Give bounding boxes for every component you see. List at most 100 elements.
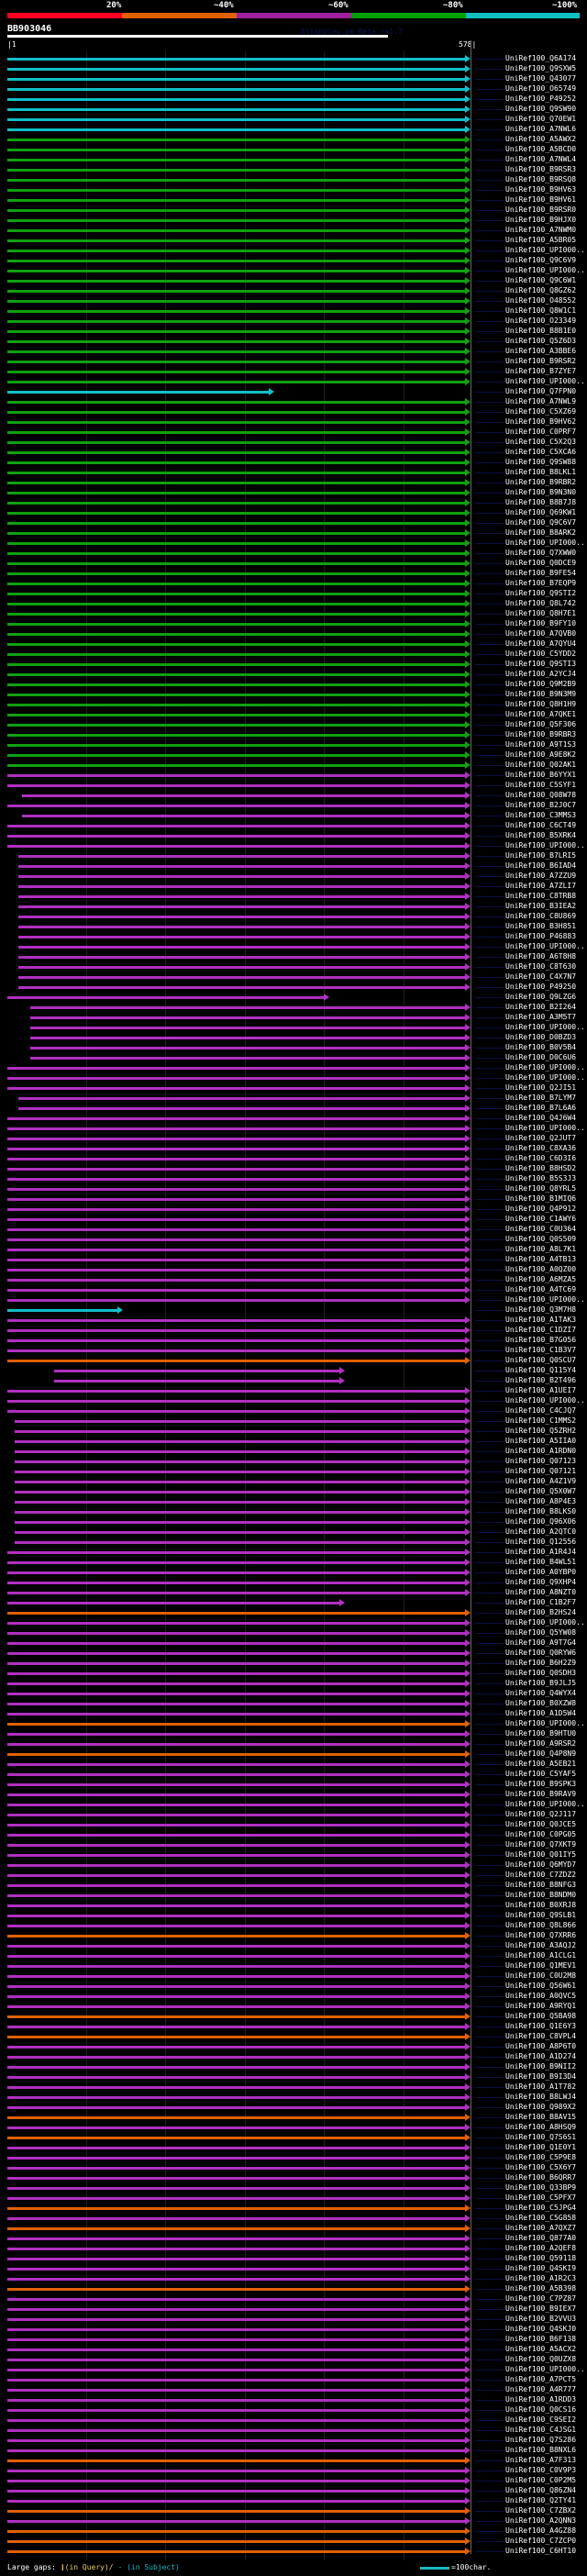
hit-label[interactable]: UniRef100_B8ARK2 [505, 528, 577, 537]
alignment-bar[interactable] [7, 1753, 465, 1756]
alignment-row[interactable]: UniRef100_C8VPL4 [0, 2032, 587, 2042]
alignment-bar[interactable] [7, 169, 465, 172]
alignment-row[interactable]: UniRef100_C7ZDZ2 [0, 1871, 587, 1881]
hit-label[interactable]: UniRef100_A7ZZU9 [505, 872, 577, 880]
alignment-row[interactable]: UniRef100_Q9M2B9 [0, 680, 587, 690]
hit-label[interactable]: UniRef100_Q8L742 [505, 599, 577, 607]
alignment-row[interactable]: UniRef100_O23349 [0, 316, 587, 327]
hit-label[interactable]: UniRef100_A1D274 [505, 2052, 577, 2060]
hit-label[interactable]: UniRef100_B1MIQ6 [505, 1194, 577, 1203]
alignment-row[interactable]: UniRef100_Q7S6S1 [0, 2133, 587, 2143]
hit-label[interactable]: UniRef100_UPI000.. [505, 539, 585, 547]
hit-label[interactable]: UniRef100_Q8L866 [505, 1921, 577, 1929]
hit-label[interactable]: UniRef100_Q1MEV1 [505, 1961, 577, 1970]
alignment-row[interactable]: UniRef100_B7ZYE7 [0, 367, 587, 377]
alignment-bar[interactable] [7, 542, 465, 545]
hit-label[interactable]: UniRef100_B9HTU0 [505, 1729, 577, 1738]
hit-label[interactable]: UniRef100_Q7S286 [505, 2436, 577, 2444]
alignment-row[interactable]: UniRef100_UPI000.. [0, 942, 587, 952]
hit-label[interactable]: UniRef100_Q0CS16 [505, 2405, 577, 2414]
alignment-row[interactable]: UniRef100_A5BR05 [0, 236, 587, 246]
alignment-row[interactable]: UniRef100_B8B1E0 [0, 327, 587, 337]
alignment-row[interactable]: UniRef100_Q9SXW5 [0, 64, 587, 74]
alignment-bar[interactable] [7, 613, 465, 616]
alignment-row[interactable]: UniRef100_Q1E0Y1 [0, 2143, 587, 2153]
hit-label[interactable]: UniRef100_C4JSG1 [505, 2426, 577, 2434]
hit-label[interactable]: UniRef100_Q2JI51 [505, 1083, 577, 1092]
alignment-row[interactable]: UniRef100_A1R4J4 [0, 1548, 587, 1558]
hit-label[interactable]: UniRef100_A6T8H8 [505, 952, 577, 960]
alignment-row[interactable]: UniRef100_UPI000.. [0, 1023, 587, 1033]
hit-label[interactable]: UniRef100_A6MZA5 [505, 1275, 577, 1283]
alignment-bar[interactable] [7, 2359, 465, 2361]
alignment-bar[interactable] [7, 1138, 465, 1140]
alignment-bar[interactable] [30, 1057, 465, 1060]
alignment-row[interactable]: UniRef100_B1MIQ6 [0, 1194, 587, 1205]
alignment-bar[interactable] [7, 1662, 465, 1665]
hit-label[interactable]: UniRef100_B9RSQ8 [505, 175, 577, 183]
hit-label[interactable]: UniRef100_Q0RYW6 [505, 1649, 577, 1657]
alignment-row[interactable]: UniRef100_C5XCA6 [0, 448, 587, 458]
alignment-bar[interactable] [7, 714, 465, 716]
hit-label[interactable]: UniRef100_A4TB13 [505, 1255, 577, 1263]
hit-label[interactable]: UniRef100_UPI000.. [505, 1073, 585, 1082]
alignment-bar[interactable] [7, 2429, 465, 2432]
hit-label[interactable]: UniRef100_UPI000.. [505, 266, 585, 274]
hit-label[interactable]: UniRef100_B9NII2 [505, 2062, 577, 2071]
alignment-bar[interactable] [7, 1087, 465, 1090]
alignment-row[interactable]: UniRef100_Q8L742 [0, 599, 587, 609]
alignment-bar[interactable] [7, 1602, 340, 1604]
alignment-bar[interactable] [7, 2419, 465, 2422]
hit-label[interactable]: UniRef100_B6YYX1 [505, 771, 577, 779]
alignment-row[interactable]: UniRef100_A6MZA5 [0, 1275, 587, 1285]
alignment-bar[interactable] [14, 1481, 465, 1483]
hit-label[interactable]: UniRef100_C7ZDZ2 [505, 1871, 577, 1879]
alignment-row[interactable]: UniRef100_Q86ZN4 [0, 2486, 587, 2496]
alignment-row[interactable]: UniRef100_Q5Z6D3 [0, 337, 587, 347]
alignment-row[interactable]: UniRef100_C9SEI2 [0, 2415, 587, 2426]
hit-label[interactable]: UniRef100_Q9C6V7 [505, 518, 577, 527]
hit-label[interactable]: UniRef100_A9T1S3 [505, 740, 577, 749]
hit-label[interactable]: UniRef100_C5YDD2 [505, 650, 577, 658]
alignment-bar[interactable] [18, 916, 465, 918]
alignment-bar[interactable] [7, 1824, 465, 1827]
alignment-bar[interactable] [7, 441, 465, 444]
hit-label[interactable]: UniRef100_Q0DCE9 [505, 559, 577, 567]
hit-label[interactable]: UniRef100_B9N3M9 [505, 690, 577, 698]
hit-label[interactable]: UniRef100_C1B2F7 [505, 1598, 577, 1606]
alignment-bar[interactable] [7, 1228, 465, 1231]
alignment-bar[interactable] [7, 562, 465, 565]
hit-label[interactable]: UniRef100_C8T630 [505, 962, 577, 971]
alignment-bar[interactable] [7, 593, 465, 595]
hit-label[interactable]: UniRef100_A1TAK3 [505, 1316, 577, 1324]
alignment-bar[interactable] [7, 2237, 465, 2240]
hit-label[interactable]: UniRef100_A8P4E3 [505, 1497, 577, 1505]
hit-label[interactable]: UniRef100_A9E8K2 [505, 750, 577, 759]
alignment-row[interactable]: UniRef100_B9N3N0 [0, 488, 587, 498]
alignment-bar[interactable] [7, 472, 465, 474]
alignment-bar[interactable] [14, 1531, 465, 1534]
alignment-row[interactable]: UniRef100_A7NWL9 [0, 397, 587, 407]
alignment-bar[interactable] [7, 2308, 465, 2311]
alignment-row[interactable]: UniRef100_Q9SW90 [0, 105, 587, 115]
alignment-row[interactable]: UniRef100_B9RSQ8 [0, 175, 587, 185]
alignment-bar[interactable] [7, 1632, 465, 1635]
alignment-bar[interactable] [30, 1027, 465, 1029]
hit-label[interactable]: UniRef100_B7LYM7 [505, 1094, 577, 1102]
alignment-bar[interactable] [7, 694, 465, 696]
hit-label[interactable]: UniRef100_C0P2M5 [505, 2476, 577, 2484]
alignment-row[interactable]: UniRef100_UPI000.. [0, 1800, 587, 1810]
alignment-row[interactable]: UniRef100_B8B7J8 [0, 498, 587, 508]
alignment-row[interactable]: UniRef100_C1DZI7 [0, 1326, 587, 1336]
alignment-row[interactable]: UniRef100_B2T496 [0, 1376, 587, 1386]
alignment-row[interactable]: UniRef100_A7ZLI7 [0, 882, 587, 892]
alignment-row[interactable]: UniRef100_B9NII2 [0, 2062, 587, 2072]
hit-label[interactable]: UniRef100_C5G858 [505, 2214, 577, 2222]
hit-label[interactable]: UniRef100_Q59118 [505, 2254, 577, 2262]
alignment-bar[interactable] [7, 2046, 465, 2049]
alignment-row[interactable]: UniRef100_UPI000.. [0, 1618, 587, 1628]
alignment-bar[interactable] [7, 2076, 465, 2079]
alignment-bar[interactable] [7, 2268, 465, 2271]
alignment-row[interactable]: UniRef100_B6QRR7 [0, 2173, 587, 2183]
alignment-bar[interactable] [7, 1894, 465, 1897]
